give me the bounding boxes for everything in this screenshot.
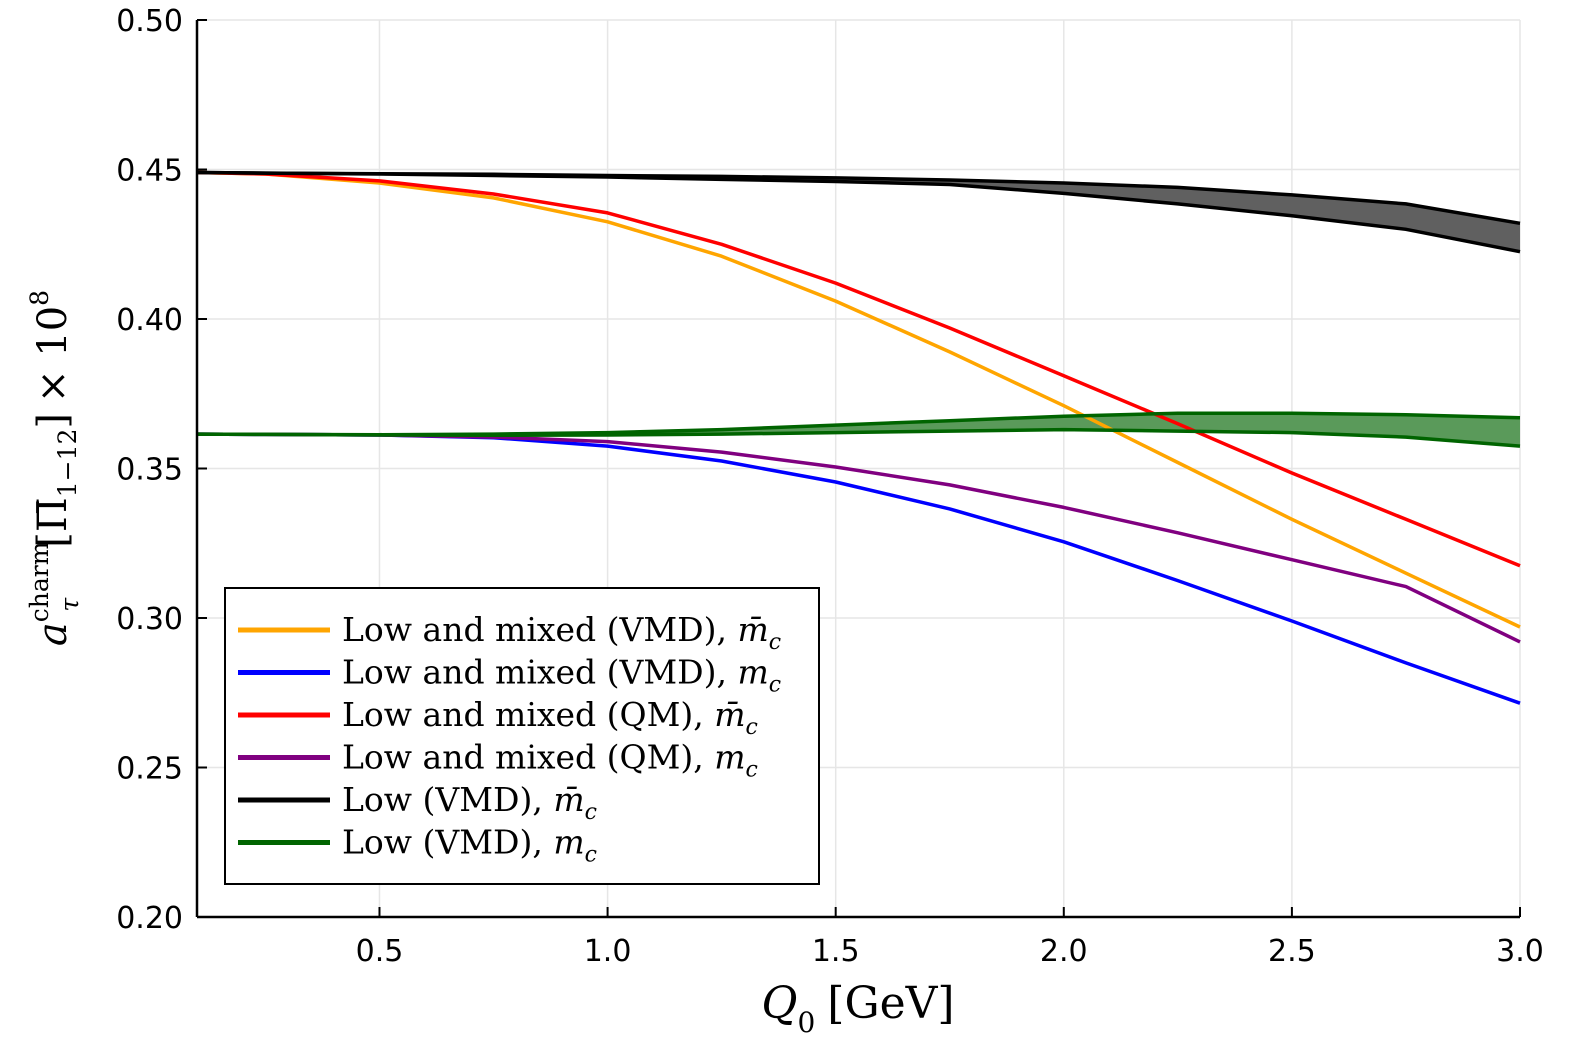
legend-box (224, 587, 820, 885)
x-tick-label: 2.5 (1268, 934, 1316, 969)
y-tick-label: 0.30 (116, 602, 183, 637)
y-tick-label: 0.25 (116, 752, 183, 787)
x-tick-label: 3.0 (1496, 934, 1544, 969)
axes (195, 19, 1521, 919)
legend-label: Low (VMD), m̄c (342, 780, 597, 825)
band-fill-4 (197, 172, 1520, 252)
band-lower-line-5 (196, 427, 1521, 448)
x-tick-label: 1.0 (584, 934, 632, 969)
band-lower-line-4 (196, 170, 1521, 254)
x-tick-label: 2.0 (1040, 934, 1088, 969)
y-tick-label: 0.45 (116, 154, 183, 189)
legend-label: Low and mixed (QM), mc (342, 738, 758, 783)
legend-label: Low (VMD), mc (342, 823, 597, 868)
y-tick-label: 0.40 (116, 303, 183, 338)
band-fill-5 (197, 413, 1520, 447)
x-tick-label: 1.5 (812, 934, 860, 969)
y-tick-label: 0.50 (116, 4, 183, 39)
legend-label: Low and mixed (QM), m̄c (342, 695, 758, 740)
series-lines (196, 170, 1521, 705)
x-tick-label: 0.5 (356, 934, 404, 969)
x-tick-labels: 0.5 1.0 1.5 2.0 2.5 3.0 (356, 934, 1544, 969)
grid (197, 19, 1521, 918)
series-line-2 (196, 170, 1521, 568)
y-tick-label: 0.20 (116, 901, 183, 936)
legend-label: Low and mixed (VMD), m̄c (342, 610, 781, 655)
legend-label: Low and mixed (VMD), mc (342, 653, 781, 698)
y-tick-label: 0.35 (116, 453, 183, 488)
y-axis-title: acharmτ[Π̄1−12]× 108 (25, 290, 84, 646)
bands (197, 172, 1520, 447)
series-line-0 (196, 170, 1521, 629)
x-axis-title: Q0 [GeV] (761, 978, 954, 1039)
y-tick-labels: 0.20 0.25 0.30 0.35 0.40 0.45 0.50 (116, 4, 183, 936)
